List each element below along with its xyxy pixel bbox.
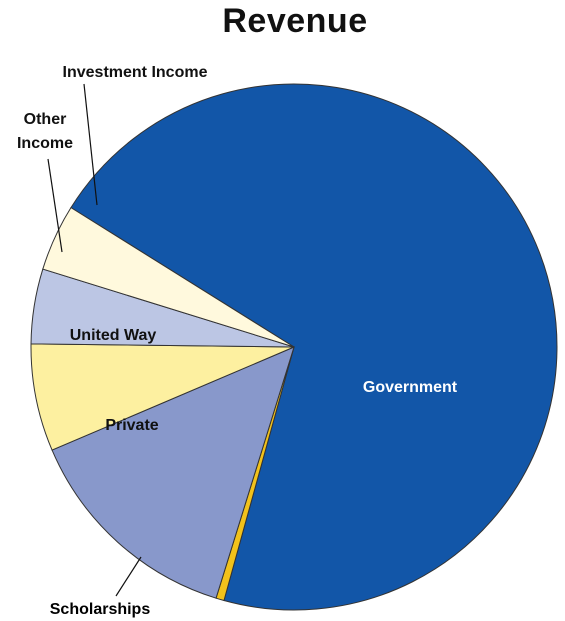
- slice-label-united-way: United Way: [70, 327, 157, 344]
- pie-slice-united-way: [30, 343, 295, 451]
- chart-title: Revenue: [222, 2, 368, 40]
- pie-slice-government: [70, 83, 558, 611]
- slice-labels: Government Scholarships Private United Way O…: [17, 64, 458, 618]
- slice-label-investment-income: Investment Income: [63, 64, 208, 81]
- pie-slice-private: [51, 346, 295, 599]
- slice-label-government: Government: [363, 379, 458, 396]
- slice-label-scholarships: Scholarships: [50, 601, 151, 618]
- leader-lines: [47, 83, 142, 597]
- pie-slices: [30, 83, 558, 611]
- leader-line-scholarships: [115, 556, 142, 597]
- leader-line-other-income: [47, 158, 63, 253]
- slice-label-other-income: Other Income: [17, 111, 73, 152]
- slice-label-private: Private: [105, 417, 158, 434]
- pie-slice-investment-income: [42, 206, 295, 348]
- leader-line-investment-income: [83, 83, 98, 206]
